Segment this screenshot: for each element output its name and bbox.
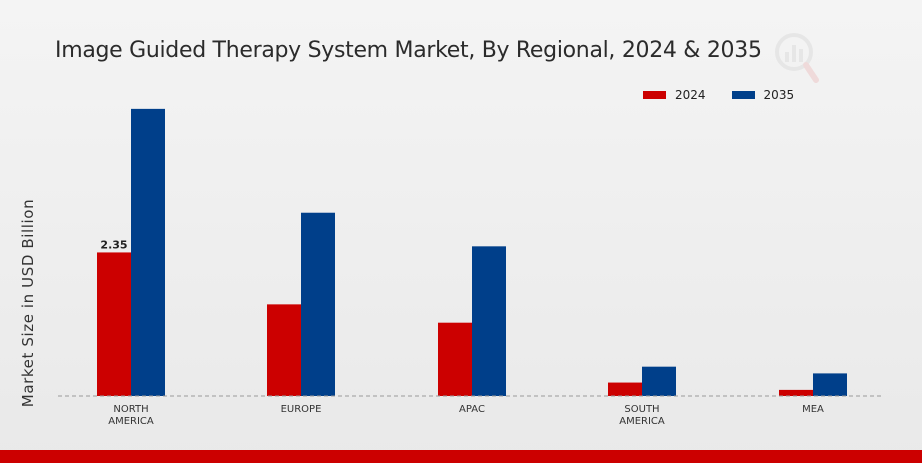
bottom-accent-bar	[0, 450, 922, 463]
x-tick-apac: APAC	[459, 404, 485, 415]
x-tick-mea: MEA	[802, 404, 824, 415]
legend-swatch-2024	[643, 91, 666, 99]
bar-2035-apac	[472, 246, 506, 396]
data-labels: 2.35	[100, 238, 127, 251]
legend-label-2035: 2035	[763, 88, 795, 102]
x-tick-europe: EUROPE	[281, 404, 322, 415]
chart-title: Image Guided Therapy System Market, By R…	[55, 38, 762, 63]
data-label-2.35: 2.35	[100, 238, 127, 251]
legend-item-2024: 2024	[643, 88, 706, 102]
legend: 2024 2035	[643, 88, 820, 102]
bar-2024-apac	[438, 322, 472, 396]
bar-2024-north-america	[97, 252, 131, 396]
bar-2035-europe	[301, 212, 335, 396]
x-tick-south-america: SOUTH AMERICA	[619, 404, 665, 427]
bar-2024-mea	[779, 389, 813, 396]
legend-item-2035: 2035	[731, 88, 795, 102]
bar-2024-europe	[267, 304, 301, 396]
x-tick-labels: NORTH AMERICA EUROPE APAC SOUTH AMERICA MEA	[108, 404, 824, 427]
bar-2035-south-america	[642, 366, 676, 396]
watermark-logo-icon	[775, 33, 819, 83]
bar-2024-south-america	[608, 382, 642, 396]
x-tick-north-america: NORTH AMERICA	[108, 404, 154, 427]
bars-group	[97, 108, 847, 396]
bar-2035-mea	[813, 373, 847, 396]
legend-swatch-2035	[731, 91, 755, 99]
legend-label-2024: 2024	[675, 88, 706, 102]
bar-2035-north-america	[131, 108, 165, 396]
